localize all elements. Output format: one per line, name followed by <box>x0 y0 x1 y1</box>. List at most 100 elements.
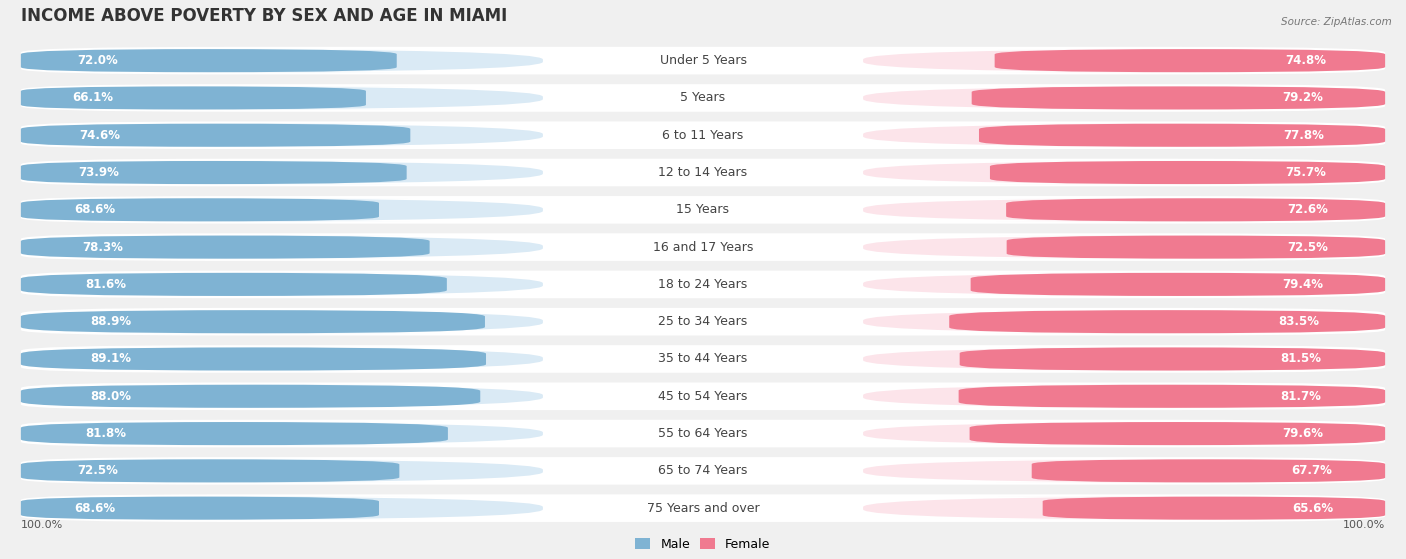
Text: 15 Years: 15 Years <box>676 203 730 216</box>
FancyBboxPatch shape <box>990 161 1385 184</box>
FancyBboxPatch shape <box>994 49 1385 72</box>
FancyBboxPatch shape <box>863 161 1385 184</box>
FancyBboxPatch shape <box>21 84 1385 112</box>
Text: 72.5%: 72.5% <box>77 465 118 477</box>
FancyBboxPatch shape <box>21 198 380 221</box>
Text: 75.7%: 75.7% <box>1285 166 1326 179</box>
FancyBboxPatch shape <box>21 196 1385 224</box>
Text: 81.5%: 81.5% <box>1281 353 1322 366</box>
Text: 100.0%: 100.0% <box>1343 520 1385 530</box>
FancyBboxPatch shape <box>863 422 1385 445</box>
FancyBboxPatch shape <box>863 385 1385 408</box>
Text: 78.3%: 78.3% <box>82 240 124 254</box>
Text: 68.6%: 68.6% <box>75 203 115 216</box>
FancyBboxPatch shape <box>863 198 1385 221</box>
Text: 81.8%: 81.8% <box>84 427 127 440</box>
Text: 74.6%: 74.6% <box>79 129 121 142</box>
FancyBboxPatch shape <box>21 345 1385 373</box>
Text: 74.8%: 74.8% <box>1285 54 1327 67</box>
Text: 77.8%: 77.8% <box>1284 129 1324 142</box>
Text: 88.9%: 88.9% <box>90 315 132 328</box>
FancyBboxPatch shape <box>21 348 486 371</box>
FancyBboxPatch shape <box>949 310 1385 333</box>
Text: 79.2%: 79.2% <box>1282 92 1323 105</box>
FancyBboxPatch shape <box>21 233 1385 261</box>
FancyBboxPatch shape <box>21 308 1385 335</box>
FancyBboxPatch shape <box>21 121 1385 149</box>
FancyBboxPatch shape <box>21 159 1385 186</box>
FancyBboxPatch shape <box>21 310 485 333</box>
Text: 25 to 34 Years: 25 to 34 Years <box>658 315 748 328</box>
FancyBboxPatch shape <box>21 161 543 184</box>
FancyBboxPatch shape <box>863 273 1385 296</box>
Text: 88.0%: 88.0% <box>90 390 131 403</box>
FancyBboxPatch shape <box>863 124 1385 147</box>
Text: 68.6%: 68.6% <box>75 501 115 515</box>
Text: 5 Years: 5 Years <box>681 92 725 105</box>
Text: 65.6%: 65.6% <box>1292 501 1334 515</box>
Text: 81.7%: 81.7% <box>1281 390 1322 403</box>
Text: 89.1%: 89.1% <box>90 353 132 366</box>
Text: 66.1%: 66.1% <box>73 92 114 105</box>
FancyBboxPatch shape <box>972 87 1385 110</box>
Text: 35 to 44 Years: 35 to 44 Years <box>658 353 748 366</box>
FancyBboxPatch shape <box>21 47 1385 74</box>
FancyBboxPatch shape <box>21 235 543 259</box>
FancyBboxPatch shape <box>979 124 1385 147</box>
Text: 79.6%: 79.6% <box>1282 427 1323 440</box>
FancyBboxPatch shape <box>970 273 1385 296</box>
Text: INCOME ABOVE POVERTY BY SEX AND AGE IN MIAMI: INCOME ABOVE POVERTY BY SEX AND AGE IN M… <box>21 7 508 25</box>
FancyBboxPatch shape <box>21 124 543 147</box>
Text: 73.9%: 73.9% <box>79 166 120 179</box>
Text: 55 to 64 Years: 55 to 64 Years <box>658 427 748 440</box>
FancyBboxPatch shape <box>21 124 411 147</box>
FancyBboxPatch shape <box>863 459 1385 482</box>
FancyBboxPatch shape <box>21 235 430 259</box>
FancyBboxPatch shape <box>863 496 1385 520</box>
Text: 16 and 17 Years: 16 and 17 Years <box>652 240 754 254</box>
FancyBboxPatch shape <box>863 235 1385 259</box>
FancyBboxPatch shape <box>21 385 543 408</box>
FancyBboxPatch shape <box>21 496 380 520</box>
FancyBboxPatch shape <box>863 49 1385 72</box>
FancyBboxPatch shape <box>1032 459 1385 482</box>
FancyBboxPatch shape <box>21 385 481 408</box>
Text: 45 to 54 Years: 45 to 54 Years <box>658 390 748 403</box>
FancyBboxPatch shape <box>863 87 1385 110</box>
FancyBboxPatch shape <box>21 348 543 371</box>
FancyBboxPatch shape <box>21 459 543 482</box>
FancyBboxPatch shape <box>863 310 1385 333</box>
FancyBboxPatch shape <box>21 271 1385 298</box>
FancyBboxPatch shape <box>970 422 1385 445</box>
Text: 65 to 74 Years: 65 to 74 Years <box>658 465 748 477</box>
FancyBboxPatch shape <box>21 273 447 296</box>
FancyBboxPatch shape <box>21 420 1385 447</box>
FancyBboxPatch shape <box>21 496 543 520</box>
FancyBboxPatch shape <box>21 422 449 445</box>
Text: 100.0%: 100.0% <box>21 520 63 530</box>
FancyBboxPatch shape <box>960 348 1385 371</box>
FancyBboxPatch shape <box>21 87 366 110</box>
FancyBboxPatch shape <box>21 459 399 482</box>
Text: 81.6%: 81.6% <box>84 278 125 291</box>
FancyBboxPatch shape <box>959 385 1385 408</box>
Legend: Male, Female: Male, Female <box>630 533 776 556</box>
Text: 72.6%: 72.6% <box>1288 203 1329 216</box>
Text: 72.0%: 72.0% <box>77 54 118 67</box>
Text: 67.7%: 67.7% <box>1291 465 1331 477</box>
Text: 75 Years and over: 75 Years and over <box>647 501 759 515</box>
Text: 72.5%: 72.5% <box>1288 240 1329 254</box>
FancyBboxPatch shape <box>1043 496 1385 520</box>
Text: Source: ZipAtlas.com: Source: ZipAtlas.com <box>1281 17 1392 27</box>
FancyBboxPatch shape <box>21 49 543 72</box>
FancyBboxPatch shape <box>21 198 543 221</box>
FancyBboxPatch shape <box>21 457 1385 485</box>
Text: 18 to 24 Years: 18 to 24 Years <box>658 278 748 291</box>
FancyBboxPatch shape <box>21 422 543 445</box>
Text: 6 to 11 Years: 6 to 11 Years <box>662 129 744 142</box>
FancyBboxPatch shape <box>21 87 543 110</box>
FancyBboxPatch shape <box>1007 198 1385 221</box>
Text: 83.5%: 83.5% <box>1278 315 1320 328</box>
FancyBboxPatch shape <box>21 49 396 72</box>
FancyBboxPatch shape <box>1007 235 1385 259</box>
